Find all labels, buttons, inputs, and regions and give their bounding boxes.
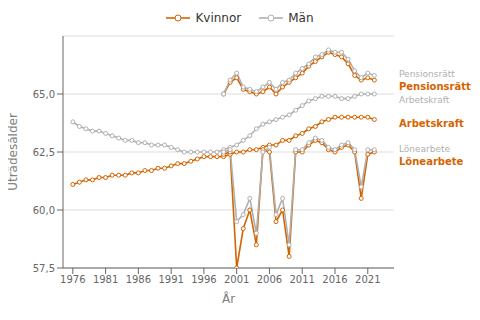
svg-text:65,0: 65,0 [33,89,55,100]
svg-text:57,5: 57,5 [33,263,55,274]
svg-text:År: År [222,291,235,306]
svg-text:1991: 1991 [158,274,183,285]
html-text:Kvinnor: Kvinnor [195,11,242,25]
svg-text:Arbetskraft: Arbetskraft [399,95,450,105]
svg-text:Pensionsrätt: Pensionsrätt [399,69,455,79]
svg-text:2006: 2006 [257,274,282,285]
svg-text:2016: 2016 [322,274,347,285]
svg-text:1976: 1976 [60,274,85,285]
svg-text:Uträdesålder: Uträdesålder [8,113,20,191]
html-text:Män: Män [288,11,314,25]
svg-text:Lönearbete: Lönearbete [399,156,464,167]
svg-text:1996: 1996 [191,274,216,285]
svg-text:Lönearbete: Lönearbete [399,144,451,154]
svg-text:1981: 1981 [93,274,118,285]
svg-text:60,0: 60,0 [33,205,55,216]
svg-text:62,5: 62,5 [33,147,55,158]
svg-text:Pensionsrätt: Pensionsrätt [399,81,471,92]
svg-text:2011: 2011 [290,274,315,285]
svg-text:Arbetskraft: Arbetskraft [399,118,464,129]
svg-text:1986: 1986 [126,274,151,285]
svg-text:2021: 2021 [355,274,380,285]
svg-text:2001: 2001 [224,274,249,285]
